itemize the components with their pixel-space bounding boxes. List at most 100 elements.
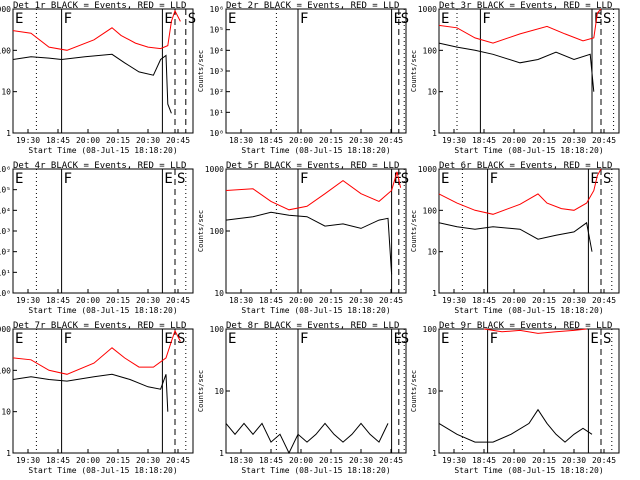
marker-label: F — [64, 171, 72, 187]
x-tick-label: 20:45 — [379, 136, 403, 145]
y-tick-label: 10⁰ — [0, 289, 11, 298]
marker-label: S — [401, 11, 409, 27]
series-line — [483, 328, 587, 334]
corner-label: E — [228, 11, 236, 27]
x-tick-label: 18:45 — [472, 456, 496, 465]
y-tick-label: 10³ — [210, 67, 224, 76]
marker-label: F — [490, 171, 498, 187]
series-line — [225, 211, 393, 275]
plot-frame — [12, 8, 194, 134]
marker-label: F — [482, 11, 490, 27]
series-line — [12, 9, 181, 51]
plot-frame — [438, 168, 620, 294]
y-tick-label: 1 — [219, 449, 224, 458]
y-tick-label: 1 — [432, 129, 437, 138]
x-tick-label: 20:00 — [289, 296, 313, 305]
marker-label: E — [164, 331, 172, 347]
series-line — [438, 42, 595, 92]
panel-title: Det 1r BLACK = Events, RED = LLD — [13, 1, 186, 11]
y-tick-label: 100 — [210, 325, 225, 334]
x-tick-label: 18:45 — [46, 296, 70, 305]
x-tick-label: 20:15 — [532, 296, 556, 305]
y-tick-label: 10³ — [0, 227, 11, 236]
series-line — [225, 422, 389, 455]
y-tick-label: 10 — [427, 248, 437, 257]
x-tick-label: 19:30 — [442, 456, 466, 465]
panel-title: Det 6r BLACK = Events, RED = LLD — [439, 161, 612, 171]
marker-label: E — [394, 331, 402, 347]
marker-label: F — [300, 11, 308, 27]
y-tick-label: 10¹ — [0, 268, 11, 277]
detector-panel-5: Det 5r BLACK = Events, RED = LLD 10 100 100… — [197, 161, 409, 315]
marker-label: E — [164, 171, 172, 187]
x-tick-label: 20:15 — [319, 136, 343, 145]
x-tick-label: 20:15 — [532, 456, 556, 465]
x-tick-label: 20:15 — [106, 296, 130, 305]
series-line — [438, 8, 602, 44]
marker-label: E — [394, 11, 402, 27]
x-tick-label: 18:45 — [259, 296, 283, 305]
marker-label: F — [300, 171, 308, 187]
y-tick-label: 1000 — [205, 165, 224, 174]
marker-label: F — [64, 11, 72, 27]
panel-title: Det 3r BLACK = Events, RED = LLD — [439, 1, 612, 11]
marker-label: S — [603, 11, 611, 27]
y-tick-label: 10² — [210, 88, 224, 97]
marker-label: S — [177, 331, 185, 347]
detector-panel-2: Det 2r BLACK = Events, RED = LLD 10⁰ 10¹ 10… — [197, 1, 409, 155]
x-tick-label: 20:15 — [106, 456, 130, 465]
y-tick-label: 100 — [0, 366, 11, 375]
x-tick-label: 18:45 — [472, 136, 496, 145]
x-tick-label: 20:00 — [289, 136, 313, 145]
marker-label: S — [177, 171, 185, 187]
marker-label: S — [188, 11, 196, 27]
x-tick-label: 20:30 — [136, 456, 160, 465]
x-axis-label: Start Time (08-Jul-15 18:18:20) — [454, 466, 603, 475]
y-axis-label: Counts/sec — [197, 50, 205, 92]
x-tick-label: 18:30 — [229, 296, 253, 305]
marker-label: S — [401, 171, 409, 187]
y-axis-label: Counts/sec — [197, 210, 205, 252]
detector-panel-3: Det 3r BLACK = Events, RED = LLD 1 10 100 10… — [410, 1, 620, 155]
x-tick-label: 20:30 — [349, 296, 373, 305]
plot-frame — [225, 8, 407, 134]
detector-panel-7: Det 7r BLACK = Events, RED = LLD 1 10 100 10… — [0, 321, 194, 475]
x-tick-label: 20:30 — [562, 296, 586, 305]
y-tick-label: 1000 — [418, 5, 437, 14]
y-tick-label: 1 — [432, 289, 437, 298]
series-line — [225, 171, 402, 211]
plot-frame — [225, 168, 407, 294]
x-tick-label: 20:00 — [502, 296, 526, 305]
marker-label: S — [603, 331, 611, 347]
y-tick-label: 1000 — [0, 5, 11, 14]
x-tick-label: 20:15 — [532, 136, 556, 145]
y-tick-label: 100 — [423, 325, 438, 334]
y-tick-label: 10¹ — [210, 108, 224, 117]
corner-label: E — [441, 331, 449, 347]
x-tick-label: 20:45 — [592, 136, 616, 145]
detector-panel-4: Det 4r BLACK = Events, RED = LLD 10⁰ 10¹ 10… — [0, 161, 194, 315]
x-tick-label: 20:45 — [592, 456, 616, 465]
marker-label: F — [490, 331, 498, 347]
y-axis-label: Counts/sec — [410, 210, 418, 252]
panel-title: Det 4r BLACK = Events, RED = LLD — [13, 161, 186, 171]
marker-label: E — [590, 171, 598, 187]
x-tick-label: 20:30 — [562, 456, 586, 465]
panel-title: Det 5r BLACK = Events, RED = LLD — [226, 161, 399, 171]
x-axis-label: Start Time (08-Jul-15 18:18:20) — [28, 306, 177, 315]
x-tick-label: 20:30 — [136, 296, 160, 305]
y-tick-label: 100 — [423, 206, 438, 215]
y-tick-label: 10 — [214, 289, 224, 298]
y-tick-label: 1 — [432, 449, 437, 458]
plot-frame — [438, 328, 620, 454]
x-axis-label: Start Time (08-Jul-15 18:18:20) — [454, 146, 603, 155]
x-tick-label: 20:45 — [379, 456, 403, 465]
x-tick-label: 18:45 — [259, 136, 283, 145]
y-tick-label: 10 — [214, 387, 224, 396]
x-tick-label: 20:00 — [76, 136, 100, 145]
y-tick-label: 100 — [423, 46, 438, 55]
y-tick-label: 10⁵ — [0, 186, 11, 195]
y-tick-label: 10⁵ — [210, 26, 224, 35]
x-axis-label: Start Time (08-Jul-15 18:18:20) — [28, 146, 177, 155]
